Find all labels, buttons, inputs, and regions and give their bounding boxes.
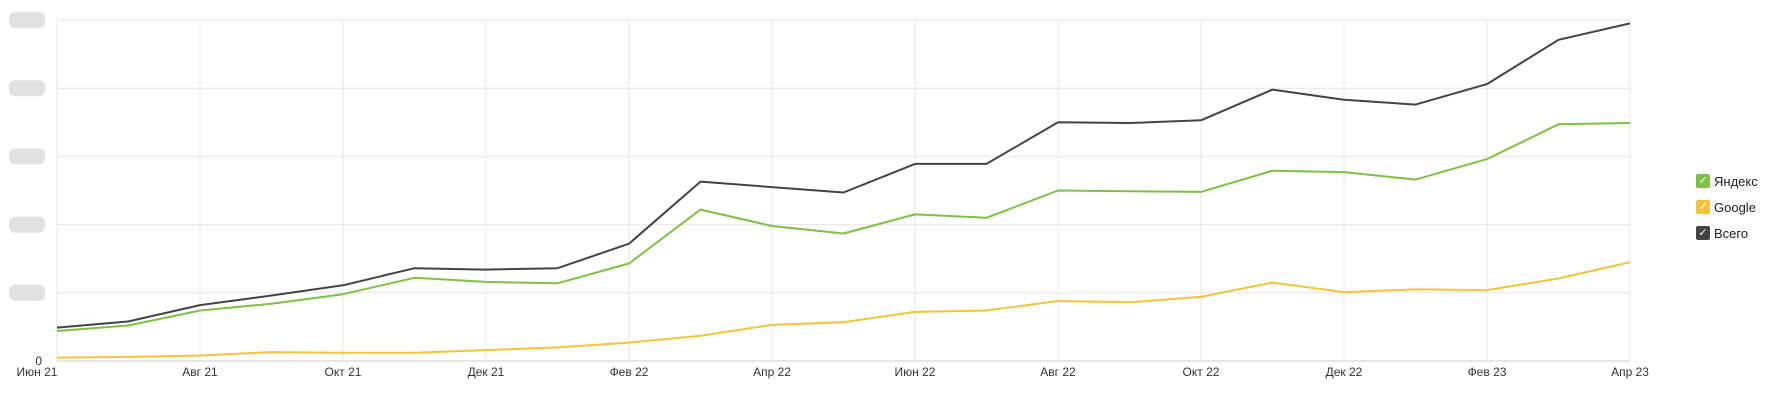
series-line-total — [56, 22, 1631, 329]
y-tick-label-blurred — [9, 12, 45, 28]
x-tick-label: Фев 23 — [1468, 365, 1507, 379]
series-line-google — [56, 261, 1631, 359]
series-line-yandex — [56, 122, 1631, 332]
x-tick-label: Окт 22 — [1183, 365, 1220, 379]
x-tick-label: Апр 22 — [753, 365, 791, 379]
x-tick-label: Июн 22 — [895, 365, 936, 379]
legend-label: Всего — [1714, 225, 1749, 241]
y-tick-label-blurred — [9, 148, 45, 165]
x-tick-label: Дек 22 — [1326, 365, 1363, 379]
legend-item-yandex[interactable]: ✓ Яндекс — [1696, 168, 1758, 194]
legend-label: Google — [1714, 199, 1756, 215]
x-tick-label: Июн 21 — [17, 365, 58, 379]
x-tick-label: Авг 21 — [182, 365, 218, 379]
x-tick-label: Окт 21 — [325, 365, 362, 379]
legend-label: Яндекс — [1714, 173, 1758, 189]
checkbox-icon[interactable]: ✓ — [1696, 226, 1710, 240]
y-tick-label: 0 — [35, 354, 42, 368]
x-tick-label: Фев 22 — [610, 365, 649, 379]
legend-item-total[interactable]: ✓ Всего — [1696, 220, 1758, 246]
x-tick-label: Дек 21 — [468, 365, 505, 379]
x-tick-label: Апр 23 — [1611, 365, 1649, 379]
y-axis: 0 — [9, 12, 45, 368]
series — [56, 22, 1631, 359]
x-tick-label: Авг 22 — [1040, 365, 1076, 379]
grid — [56, 19, 1631, 362]
x-axis: Июн 21 Авг 21 Окт 21 Дек 21 Фев 22 Апр 22 Июн … — [17, 365, 1650, 379]
y-tick-label-blurred — [9, 80, 45, 97]
legend-item-google[interactable]: ✓ Google — [1696, 194, 1758, 220]
legend: ✓ Яндекс ✓ Google ✓ Всего — [1696, 168, 1758, 246]
y-tick-label-blurred — [9, 284, 45, 301]
checkbox-icon[interactable]: ✓ — [1696, 200, 1710, 214]
y-tick-label-blurred — [9, 216, 45, 233]
checkbox-icon[interactable]: ✓ — [1696, 174, 1710, 188]
